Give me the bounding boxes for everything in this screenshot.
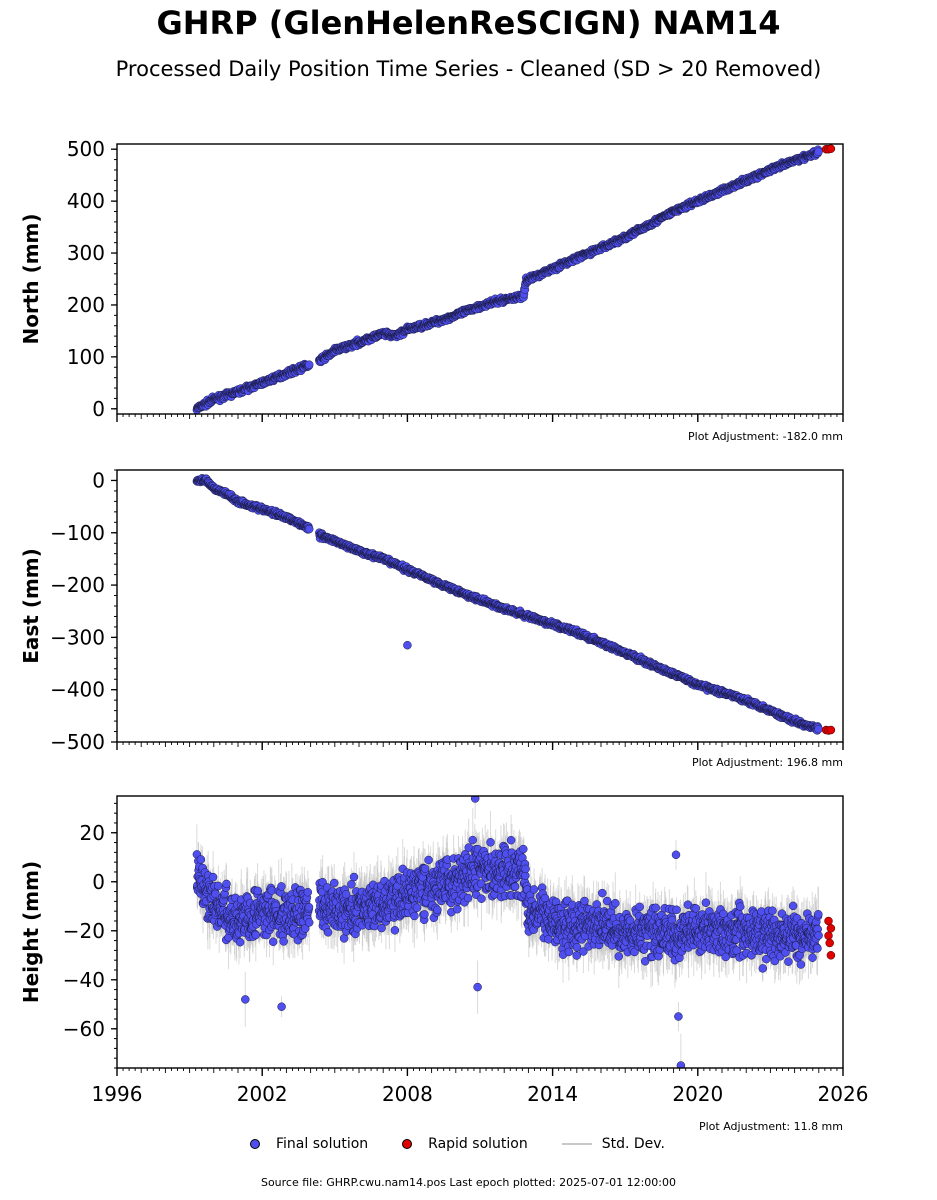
north-y-tick-label: 200	[67, 293, 105, 317]
north-y-tick-label: 100	[67, 345, 105, 369]
east-marks-group	[192, 474, 836, 735]
north-final-point	[814, 147, 823, 156]
east-y-tick-label: −500	[50, 730, 105, 754]
north-y-tick-label: 400	[67, 189, 105, 213]
east-final-point	[814, 724, 823, 734]
east-y-tick-label: 0	[92, 468, 105, 492]
east-y-axis-label: East (mm)	[19, 548, 43, 664]
north-y-axis-label: North (mm)	[19, 213, 43, 344]
east-y-tick-label: −300	[50, 625, 105, 649]
east-rapid-point	[826, 725, 836, 735]
north-marks-group	[192, 144, 836, 414]
north-y-tick-label: 500	[67, 137, 105, 161]
chart-subtitle: Processed Daily Position Time Series - C…	[115, 57, 822, 81]
chart-title: GHRP (GlenHelenReSCIGN) NAM14	[156, 4, 781, 42]
north-final-point	[304, 360, 314, 369]
east-final-point	[304, 524, 314, 534]
east-final-point	[403, 640, 412, 650]
north-rapid-point	[826, 144, 836, 153]
north-y-tick-label: 0	[92, 397, 105, 421]
east-y-tick-label: −400	[50, 678, 105, 702]
east-y-tick-label: −100	[50, 521, 105, 545]
north-y-tick-label: 300	[67, 241, 105, 265]
east-y-tick-label: −200	[50, 573, 105, 597]
height-marks-group	[192, 796, 836, 1068]
